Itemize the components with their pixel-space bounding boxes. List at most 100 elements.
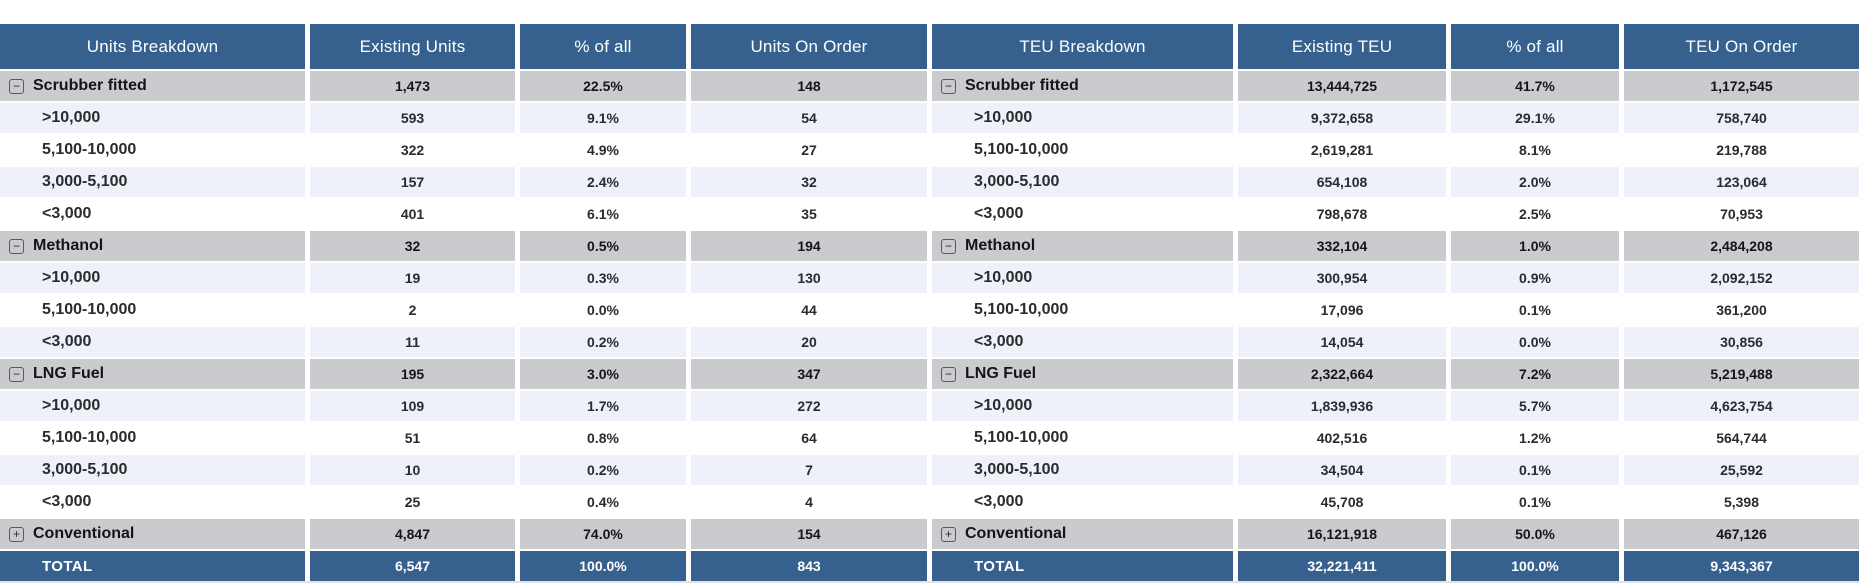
column-header-existing-teu[interactable]: Existing TEU <box>1238 24 1446 69</box>
existing-teu-value: 1,839,936 <box>1238 391 1446 421</box>
teu-on-order-value: 30,856 <box>1624 327 1859 357</box>
units-row-label-cell: TOTAL <box>0 551 305 581</box>
row-label: <3,000 <box>42 333 92 350</box>
existing-units-value: 51 <box>310 423 515 453</box>
existing-units-value: 10 <box>310 455 515 485</box>
units-row-label-cell: >10,000 <box>0 391 305 421</box>
collapse-icon[interactable]: − <box>941 78 956 94</box>
row-label: >10,000 <box>42 109 101 126</box>
existing-teu-value: 300,954 <box>1238 263 1446 293</box>
collapse-icon[interactable]: − <box>9 366 24 382</box>
row-label: 5,100-10,000 <box>42 141 137 158</box>
units-row-label-cell: <3,000 <box>0 327 305 357</box>
row-label: 5,100-10,000 <box>42 301 137 318</box>
existing-teu-value: 654,108 <box>1238 167 1446 197</box>
row-label: LNG Fuel <box>33 365 105 382</box>
column-header-units-on-order[interactable]: Units On Order <box>691 24 927 69</box>
units-row-label-cell: >10,000 <box>0 103 305 133</box>
row-label: 5,100-10,000 <box>974 141 1069 158</box>
teu-row-label-cell: 3,000-5,100 <box>932 455 1233 485</box>
units-pct-of-all-value: 0.3% <box>520 263 686 293</box>
row-label: 5,100-10,000 <box>42 429 137 446</box>
teu-row-label-cell: >10,000 <box>932 263 1233 293</box>
teu-row-label-cell: TOTAL <box>932 551 1233 581</box>
units-on-order-value: 54 <box>691 103 927 133</box>
existing-units-value: 322 <box>310 135 515 165</box>
units-pct-of-all-value: 0.0% <box>520 295 686 325</box>
column-header-units-pct-of-all[interactable]: % of all <box>520 24 686 69</box>
existing-teu-value: 2,322,664 <box>1238 359 1446 389</box>
units-pct-of-all-value: 1.7% <box>520 391 686 421</box>
teu-on-order-value: 5,219,488 <box>1624 359 1859 389</box>
units-row-label-cell: 3,000-5,100 <box>0 455 305 485</box>
units-pct-of-all-value: 0.5% <box>520 231 686 261</box>
row-label: >10,000 <box>42 397 101 414</box>
teu-on-order-value: 2,484,208 <box>1624 231 1859 261</box>
units-row-label-cell: 5,100-10,000 <box>0 295 305 325</box>
row-label: Conventional <box>33 525 135 542</box>
row-label: 3,000-5,100 <box>42 173 128 190</box>
teu-on-order-value: 758,740 <box>1624 103 1859 133</box>
existing-teu-value: 14,054 <box>1238 327 1446 357</box>
existing-teu-value: 45,708 <box>1238 487 1446 517</box>
collapse-icon[interactable]: − <box>941 366 956 382</box>
column-header-existing-units[interactable]: Existing Units <box>310 24 515 69</box>
row-label: 5,100-10,000 <box>974 301 1069 318</box>
units-on-order-value: 27 <box>691 135 927 165</box>
teu-on-order-value: 5,398 <box>1624 487 1859 517</box>
teu-row-label-cell: 5,100-10,000 <box>932 423 1233 453</box>
expand-icon[interactable]: + <box>941 526 956 542</box>
units-row-label-cell: <3,000 <box>0 487 305 517</box>
teu-on-order-value: 9,343,367 <box>1624 551 1859 581</box>
units-on-order-value: 347 <box>691 359 927 389</box>
teu-pct-of-all-value: 8.1% <box>1451 135 1619 165</box>
units-row-label-cell: 3,000-5,100 <box>0 167 305 197</box>
units-row-label-cell: >10,000 <box>0 263 305 293</box>
existing-teu-value: 9,372,658 <box>1238 103 1446 133</box>
teu-row-label-cell: <3,000 <box>932 487 1233 517</box>
existing-teu-value: 17,096 <box>1238 295 1446 325</box>
units-on-order-value: 154 <box>691 519 927 549</box>
units-row-label-cell: − Scrubber fitted <box>0 71 305 101</box>
expand-icon[interactable]: + <box>9 526 24 542</box>
teu-on-order-value: 564,744 <box>1624 423 1859 453</box>
existing-teu-value: 2,619,281 <box>1238 135 1446 165</box>
teu-row-label-cell: <3,000 <box>932 199 1233 229</box>
row-label: >10,000 <box>42 269 101 286</box>
existing-units-value: 2 <box>310 295 515 325</box>
teu-on-order-value: 4,623,754 <box>1624 391 1859 421</box>
fleet-breakdown-matrix: Units Breakdown Existing Units % of all … <box>0 24 1859 583</box>
units-pct-of-all-value: 2.4% <box>520 167 686 197</box>
teu-row-label-cell: >10,000 <box>932 391 1233 421</box>
units-pct-of-all-value: 22.5% <box>520 71 686 101</box>
row-label: LNG Fuel <box>965 365 1037 382</box>
units-pct-of-all-value: 0.2% <box>520 327 686 357</box>
collapse-icon[interactable]: − <box>941 238 956 254</box>
row-label: TOTAL <box>974 557 1025 575</box>
teu-row-label-cell: 5,100-10,000 <box>932 135 1233 165</box>
teu-pct-of-all-value: 41.7% <box>1451 71 1619 101</box>
teu-on-order-value: 25,592 <box>1624 455 1859 485</box>
column-header-teu-on-order[interactable]: TEU On Order <box>1624 24 1859 69</box>
collapse-icon[interactable]: − <box>9 78 24 94</box>
units-pct-of-all-value: 74.0% <box>520 519 686 549</box>
teu-row-label-cell: 5,100-10,000 <box>932 295 1233 325</box>
column-header-units-breakdown[interactable]: Units Breakdown <box>0 24 305 69</box>
column-header-teu-pct-of-all[interactable]: % of all <box>1451 24 1619 69</box>
row-label: Methanol <box>33 237 104 254</box>
row-label: 3,000-5,100 <box>974 173 1060 190</box>
teu-row-label-cell: >10,000 <box>932 103 1233 133</box>
units-on-order-value: 130 <box>691 263 927 293</box>
units-pct-of-all-value: 3.0% <box>520 359 686 389</box>
existing-units-value: 1,473 <box>310 71 515 101</box>
units-pct-of-all-value: 6.1% <box>520 199 686 229</box>
collapse-icon[interactable]: − <box>9 238 24 254</box>
teu-pct-of-all-value: 2.5% <box>1451 199 1619 229</box>
row-label: >10,000 <box>974 269 1033 286</box>
units-on-order-value: 4 <box>691 487 927 517</box>
existing-units-value: 32 <box>310 231 515 261</box>
teu-pct-of-all-value: 0.1% <box>1451 487 1619 517</box>
teu-row-label-cell: − Methanol <box>932 231 1233 261</box>
column-header-teu-breakdown[interactable]: TEU Breakdown <box>932 24 1233 69</box>
existing-units-value: 109 <box>310 391 515 421</box>
